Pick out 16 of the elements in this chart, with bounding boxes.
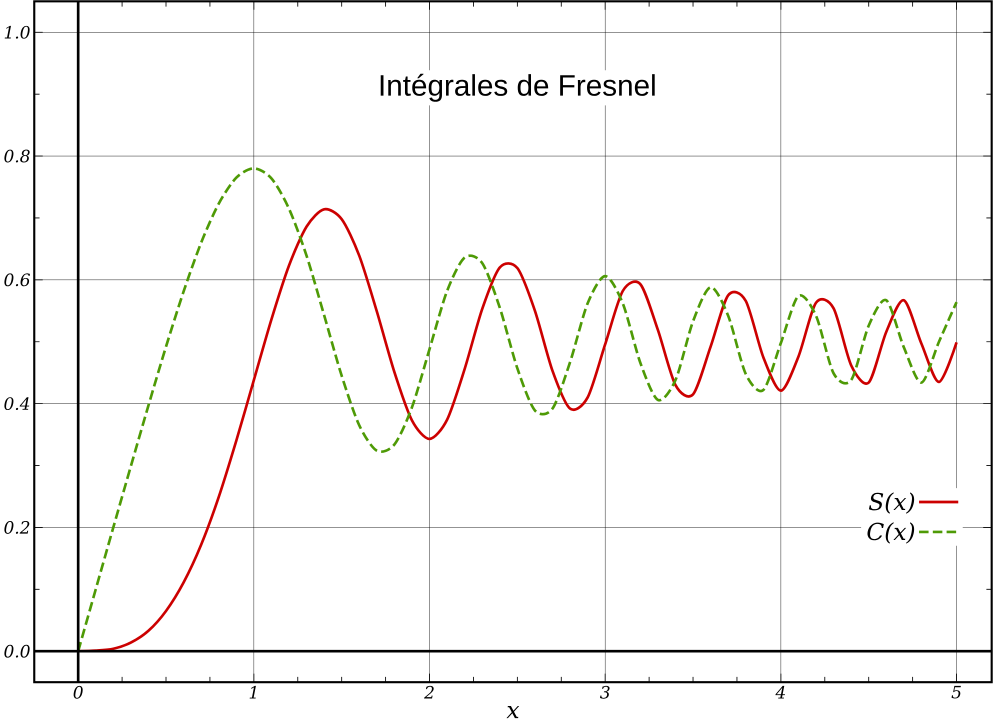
y-tick-label: 0.4 <box>4 397 30 410</box>
y-tick-label: 0.0 <box>4 644 30 658</box>
x-tick-label: 1 <box>250 686 256 699</box>
y-tick-label: 0.8 <box>4 150 30 163</box>
legend-label: S(x) <box>868 492 914 514</box>
x-tick-label: 2 <box>424 686 434 699</box>
x-axis-title: x <box>506 706 520 718</box>
x-tick-label: 0 <box>74 686 83 699</box>
x-tick-label: 5 <box>952 686 961 699</box>
y-tick-label: 1.0 <box>4 26 30 39</box>
y-tick-label: 0.2 <box>4 521 30 534</box>
y-tick-label: 0.6 <box>4 274 30 286</box>
text: Intégrales de Fresnel <box>380 74 655 102</box>
x-tick-label: 3 <box>600 686 610 699</box>
legend-label: C(x) <box>868 522 914 544</box>
x-tick-label: 4 <box>775 686 785 699</box>
